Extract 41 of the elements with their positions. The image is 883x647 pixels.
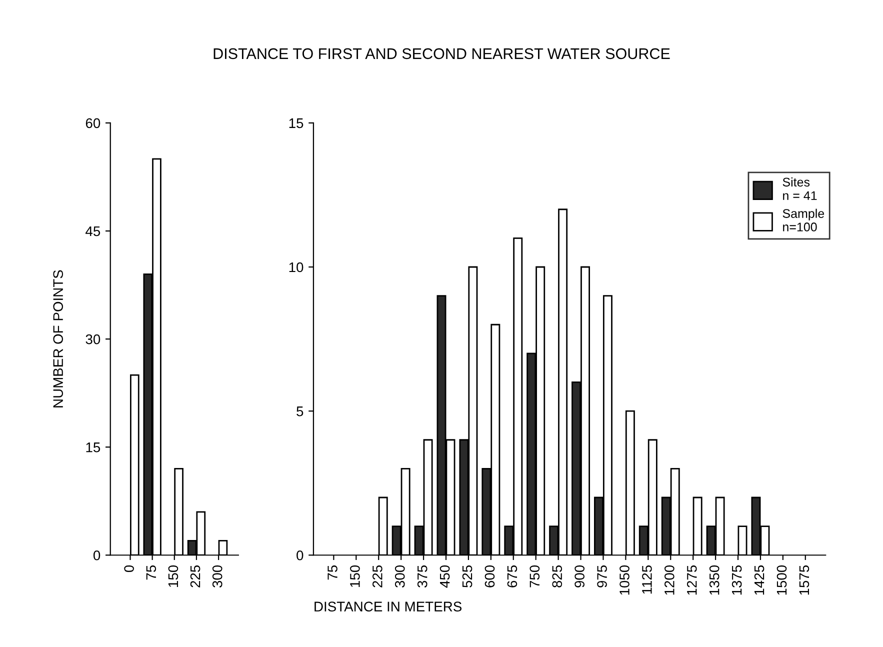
x-tick-label: 225: [372, 565, 382, 588]
x-tick-label: 525: [462, 565, 472, 588]
y-tick-label: 30: [86, 334, 100, 344]
x-tick-label: 225: [190, 565, 200, 588]
x-tick-label: 375: [417, 565, 428, 588]
x-tick-label: 1125: [642, 565, 652, 594]
x-tick-label: 1200: [664, 565, 674, 595]
x-tick-label: 900: [574, 565, 584, 588]
x-tick-label: 1050: [620, 565, 630, 595]
y-tick-label: 15: [289, 118, 304, 128]
x-tick-label: 1500: [776, 565, 787, 595]
y-tick-label: 5: [296, 406, 304, 416]
x-tick-label: 1275: [686, 565, 697, 595]
legend-label: Sites n = 41: [782, 177, 817, 200]
x-tick-label: 750: [530, 565, 540, 588]
x-tick-label: 0: [124, 565, 134, 572]
x-tick-label: 75: [328, 565, 338, 580]
chart-title: DISTANCE TO FIRST AND SECOND NEAREST WATER SOURCE: [214, 48, 670, 60]
y-tick-label: 15: [86, 442, 100, 452]
x-tick-label: 300: [394, 565, 405, 588]
x-tick-label: 1375: [732, 565, 742, 595]
x-tick-label: 450: [440, 565, 450, 588]
x-tick-label: 150: [168, 565, 178, 587]
x-axis-title: DISTANCE IN METERS: [314, 602, 462, 612]
x-tick-label: 600: [484, 565, 495, 588]
x-tick-label: 1575: [799, 565, 810, 595]
y-tick-label: 45: [86, 226, 100, 236]
x-tick-label: 1350: [709, 565, 720, 595]
y-tick-label: 0: [93, 550, 100, 560]
y-tick-label: 60: [86, 118, 100, 128]
y-tick-label: 0: [296, 550, 304, 560]
legend-label: Sample n=100: [782, 208, 824, 232]
x-tick-label: 675: [507, 565, 518, 588]
x-tick-label: 75: [146, 565, 156, 580]
x-tick-label: 1425: [754, 565, 764, 595]
y-axis-title: NUMBER OF POINTS: [53, 270, 64, 408]
x-tick-label: 975: [597, 565, 607, 588]
y-tick-label: 10: [289, 262, 304, 272]
x-tick-label: 150: [350, 565, 360, 587]
x-tick-label: 300: [212, 565, 222, 588]
x-tick-label: 825: [552, 565, 562, 588]
